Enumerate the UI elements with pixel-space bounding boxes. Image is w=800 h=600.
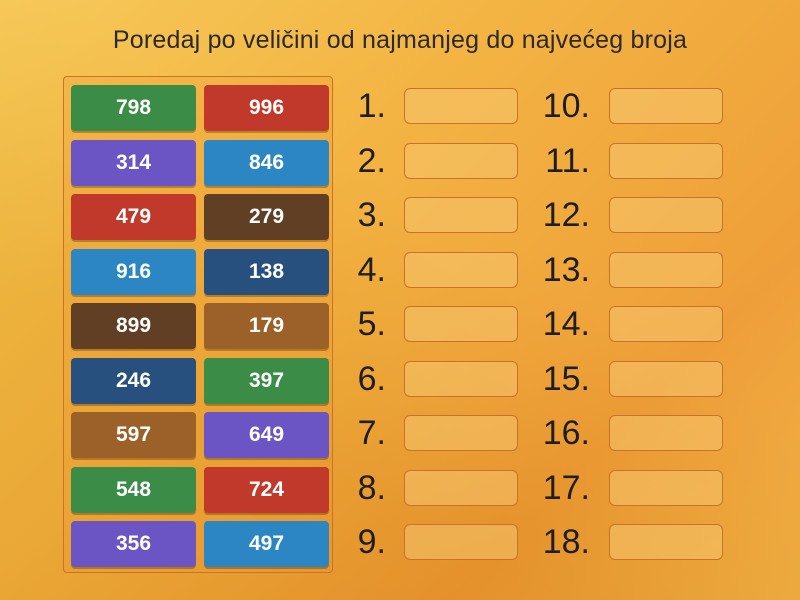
number-tile[interactable]: 314 [71, 139, 196, 186]
number-tile[interactable]: 899 [71, 303, 196, 349]
slot-number-label: 6. [357, 359, 386, 398]
number-tile[interactable]: 497 [204, 521, 329, 567]
slot-number-label: 12. [542, 196, 590, 234]
slot-number-label: 7. [357, 414, 386, 452]
number-tile[interactable]: 279 [204, 194, 329, 240]
answer-slot[interactable] [404, 415, 518, 451]
answer-slot[interactable] [404, 197, 518, 233]
number-tile[interactable]: 356 [71, 521, 196, 567]
answer-slot[interactable] [609, 469, 723, 506]
slot-number-label: 13. [542, 250, 590, 289]
number-tile[interactable]: 179 [204, 303, 329, 349]
number-tile[interactable]: 724 [204, 466, 329, 513]
answer-slot[interactable] [609, 360, 723, 397]
answer-slot[interactable] [609, 197, 723, 233]
answer-slot[interactable] [609, 415, 723, 451]
answer-slot[interactable] [404, 469, 518, 506]
slot-number-label: 8. [357, 468, 386, 507]
slot-number-label: 14. [542, 305, 590, 343]
answer-slot[interactable] [404, 142, 518, 179]
answer-slot[interactable] [609, 142, 723, 179]
slot-number-label: 5. [357, 305, 386, 343]
number-tile[interactable]: 246 [71, 357, 196, 404]
answer-slot[interactable] [404, 251, 518, 288]
slot-number-label: 4. [357, 250, 386, 289]
number-tile[interactable]: 548 [71, 466, 196, 513]
number-tile[interactable]: 597 [71, 412, 196, 458]
slot-number-label: 17. [542, 468, 590, 507]
number-tile[interactable]: 138 [204, 248, 329, 295]
number-tile[interactable]: 479 [71, 194, 196, 240]
number-tile[interactable]: 996 [204, 85, 329, 131]
answer-slot[interactable] [609, 306, 723, 342]
number-tile[interactable]: 846 [204, 139, 329, 186]
number-tile[interactable]: 649 [204, 412, 329, 458]
slot-number-label: 1. [357, 87, 386, 125]
answer-slot[interactable] [609, 251, 723, 288]
slot-number-label: 3. [357, 196, 386, 234]
answer-slot[interactable] [404, 88, 518, 124]
answer-slot[interactable] [404, 306, 518, 342]
slot-number-label: 15. [542, 359, 590, 398]
tile-panel: 798 996 314 846 479 279 916 138 899 179 246 397 597 6… [63, 76, 333, 573]
slot-number-label: 2. [357, 141, 386, 180]
number-tile[interactable]: 798 [71, 85, 196, 131]
answer-slot[interactable] [404, 524, 518, 560]
page-title: Poredaj po veličini od najmanjeg do najv… [112, 26, 688, 54]
slot-number-label: 18. [542, 523, 590, 561]
number-tile[interactable]: 916 [71, 248, 196, 295]
number-tile[interactable]: 397 [204, 357, 329, 404]
slot-number-label: 11. [545, 141, 590, 180]
slot-number-label: 10. [542, 87, 590, 125]
answer-slot[interactable] [404, 360, 518, 397]
answer-slot[interactable] [609, 524, 723, 560]
slot-number-label: 9. [357, 523, 386, 561]
slot-number-label: 16. [542, 414, 590, 452]
answer-slot[interactable] [609, 88, 723, 124]
